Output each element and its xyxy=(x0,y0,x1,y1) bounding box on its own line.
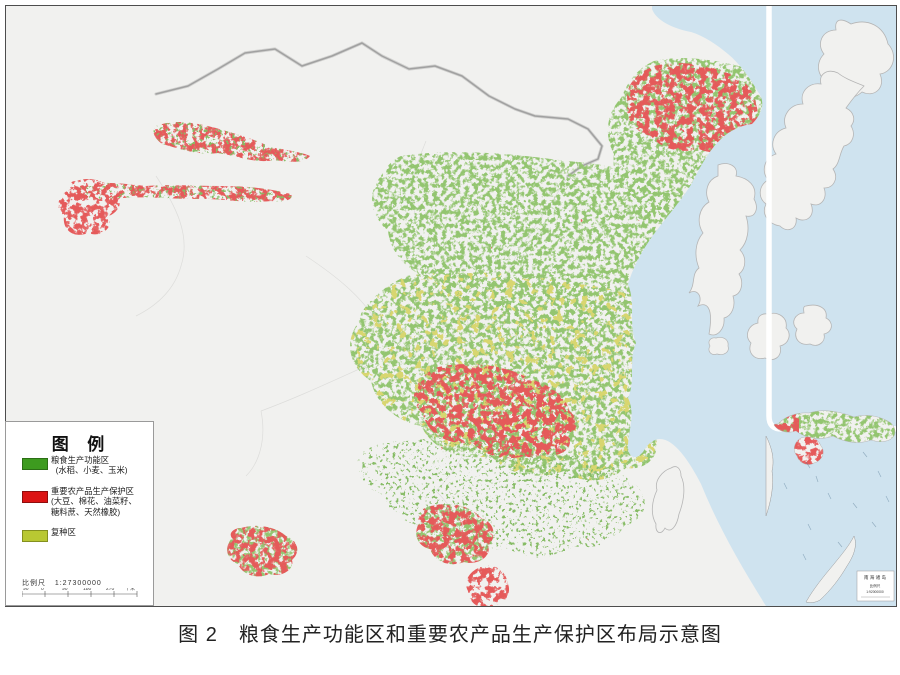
svg-text:270: 270 xyxy=(106,588,115,592)
svg-text:0: 0 xyxy=(41,588,44,592)
svg-text:1:92000000: 1:92000000 xyxy=(866,590,884,594)
svg-text:90: 90 xyxy=(62,588,68,592)
svg-text:180: 180 xyxy=(83,588,92,592)
svg-text:千米: 千米 xyxy=(125,588,135,592)
svg-text:90: 90 xyxy=(23,588,29,592)
svg-text:南 海 诸 岛: 南 海 诸 岛 xyxy=(864,574,887,581)
svg-text:比例尺: 比例尺 xyxy=(870,583,881,588)
